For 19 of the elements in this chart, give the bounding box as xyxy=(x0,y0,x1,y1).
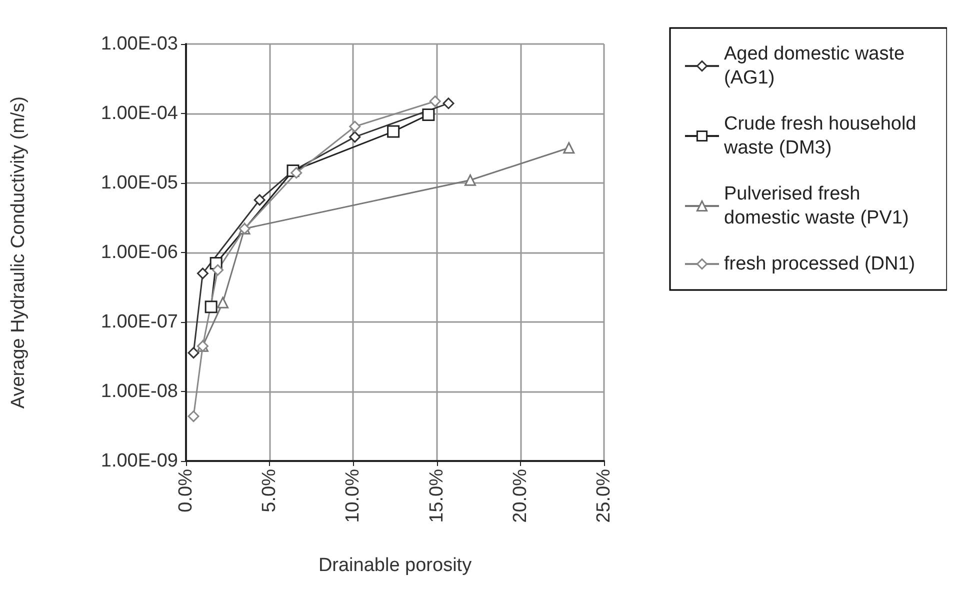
y-tick-label: 1.00E-07 xyxy=(100,312,178,332)
x-tick-label: 10.0% xyxy=(342,468,364,523)
x-tick-label: 15.0% xyxy=(426,468,448,523)
y-tick-label: 1.00E-05 xyxy=(100,172,178,194)
y-tick-label: 1.00E-09 xyxy=(100,450,178,472)
legend-label: Crude fresh household waste (DM3) xyxy=(723,114,922,158)
legend-label: Aged domestic waste (AG1) xyxy=(724,44,910,88)
x-tick-label: 0.0% xyxy=(176,468,196,512)
y-tick-label: 1.00E-03 xyxy=(100,34,178,54)
x-axis-title: Drainable porosity xyxy=(318,555,472,576)
y-axis-title: Average Hydraulic Conductivity (m/s) xyxy=(8,96,29,409)
legend-label: fresh processed (DN1) xyxy=(724,254,916,274)
x-tick-label: 25.0% xyxy=(594,468,614,523)
y-tick-label: 1.00E-06 xyxy=(100,242,178,263)
x-tick-label: 20.0% xyxy=(510,468,531,523)
legend-label: Pulverised fresh domestic waste (PV1) xyxy=(724,184,909,228)
y-tick-label: 1.00E-04 xyxy=(100,103,178,124)
y-tick-label: 1.00E-08 xyxy=(100,381,178,402)
x-tick-label: 5.0% xyxy=(259,468,280,512)
